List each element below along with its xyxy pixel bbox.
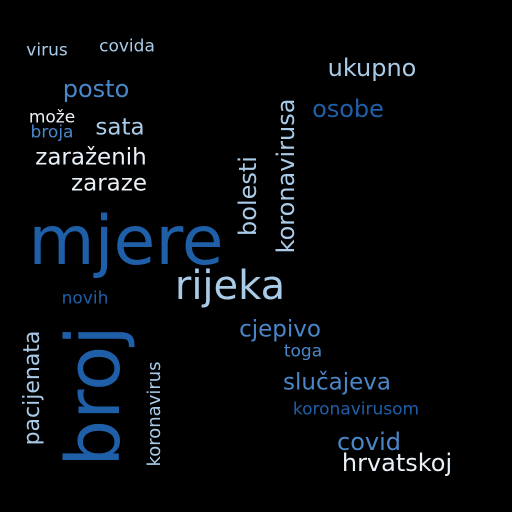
word-mjere: mjere bbox=[28, 202, 224, 281]
word-broja: broja bbox=[30, 122, 74, 143]
word-pacijenata: pacijenata bbox=[20, 330, 45, 446]
word-bolesti: bolesti bbox=[234, 156, 262, 236]
word-toga: toga bbox=[283, 341, 323, 362]
word-rijeka: rijeka bbox=[174, 263, 286, 309]
word-zaraze: zaraze bbox=[71, 170, 147, 197]
word-covida: covida bbox=[99, 36, 155, 57]
word-ukupno: ukupno bbox=[327, 54, 417, 82]
word-osobe: osobe bbox=[312, 95, 384, 123]
word-posto: posto bbox=[62, 75, 130, 103]
word-sata: sata bbox=[95, 114, 145, 141]
word-cjepivo: cjepivo bbox=[239, 316, 321, 343]
word-koronavirusa: koronavirusa bbox=[272, 98, 300, 254]
word-koronavirus: koronavirus bbox=[144, 361, 165, 467]
word-zarazenih: zaraženih bbox=[35, 144, 147, 171]
word-broj: broj bbox=[51, 325, 137, 467]
word-koronavirusom: koronavirusom bbox=[292, 399, 420, 420]
word-moze: može bbox=[28, 107, 76, 128]
word-slucajeva: slučajeva bbox=[283, 369, 391, 396]
word-covid: covid bbox=[337, 428, 401, 456]
word-virus: virus bbox=[26, 40, 68, 61]
word-novih: novih bbox=[61, 288, 109, 309]
word-hrvatskoj: hrvatskoj bbox=[341, 449, 453, 477]
